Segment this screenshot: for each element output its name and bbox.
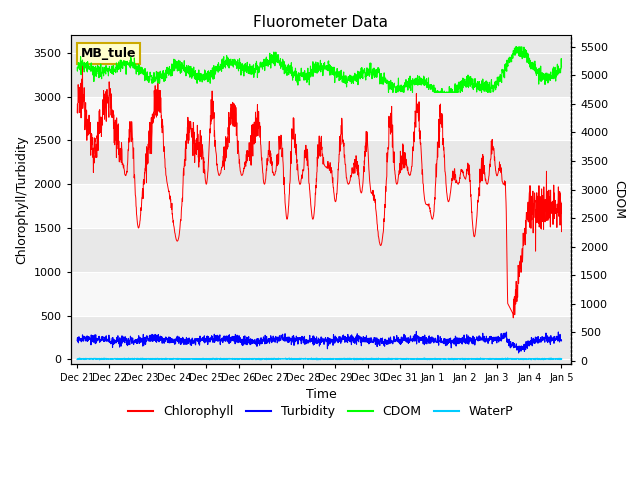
Y-axis label: CDOM: CDOM (612, 180, 625, 219)
Bar (70, 96, 571, 141)
Bar (70, 228, 571, 272)
Title: Fluorometer Data: Fluorometer Data (253, 15, 388, 30)
Y-axis label: Chlorophyll/Turbidity: Chlorophyll/Turbidity (15, 135, 28, 264)
X-axis label: Time: Time (305, 388, 336, 401)
Bar (70, 272, 571, 315)
Bar (70, 315, 571, 360)
Bar (70, 53, 571, 96)
Legend: Chlorophyll, Turbidity, CDOM, WaterP: Chlorophyll, Turbidity, CDOM, WaterP (123, 400, 518, 423)
Bar (70, 141, 571, 184)
Text: MB_tule: MB_tule (81, 47, 136, 60)
Bar (70, 184, 571, 228)
